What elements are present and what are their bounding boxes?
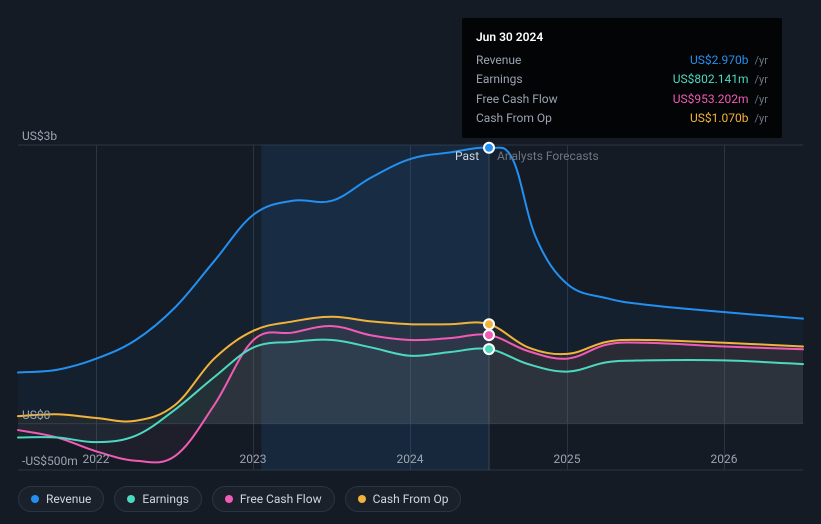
legend-dot-icon <box>358 495 366 503</box>
tooltip-row-value: US$953.202m <box>673 90 749 109</box>
x-axis-label-2025: 2025 <box>554 452 581 466</box>
tooltip-row-unit: /yr <box>755 91 768 109</box>
legend-dot-icon <box>225 495 233 503</box>
legend-item-cash-from-op[interactable]: Cash From Op <box>345 486 462 512</box>
tooltip-row-label: Revenue <box>476 51 521 70</box>
tooltip-row-label: Cash From Op <box>476 109 552 128</box>
tooltip-row-value: US$802.141m <box>673 70 749 89</box>
legend-label: Revenue <box>46 492 91 506</box>
x-axis-label-2023: 2023 <box>240 452 267 466</box>
y-axis-label-0: US$0 <box>22 408 50 422</box>
legend-item-revenue[interactable]: Revenue <box>18 486 104 512</box>
y-axis-label-n500: -US$500m <box>22 454 78 468</box>
financials-chart: US$3b US$0 -US$500m 2022 2023 2024 2025 … <box>0 0 821 524</box>
tooltip-row-value: US$1.070b <box>690 109 749 128</box>
tooltip-row-label: Free Cash Flow <box>476 90 558 109</box>
x-axis-label-2026: 2026 <box>711 452 738 466</box>
past-label: Past <box>455 149 479 163</box>
tooltip-row: Cash From Op US$1.070b/yr <box>476 109 768 128</box>
tooltip-row: Free Cash Flow US$953.202m/yr <box>476 90 768 109</box>
tooltip-row-unit: /yr <box>755 110 768 128</box>
y-axis-label-3b: US$3b <box>22 129 57 143</box>
legend-label: Earnings <box>142 492 189 506</box>
legend-item-free-cash-flow[interactable]: Free Cash Flow <box>212 486 335 512</box>
legend-dot-icon <box>31 495 39 503</box>
x-axis-label-2022: 2022 <box>83 452 110 466</box>
analysts-forecasts-label: Analysts Forecasts <box>497 149 599 163</box>
tooltip-row: Revenue US$2.970b/yr <box>476 51 768 70</box>
legend-label: Free Cash Flow <box>240 492 322 506</box>
tooltip-row-label: Earnings <box>476 70 523 89</box>
x-axis-label-2024: 2024 <box>397 452 424 466</box>
legend-dot-icon <box>127 495 135 503</box>
legend-item-earnings[interactable]: Earnings <box>114 486 202 512</box>
tooltip-date: Jun 30 2024 <box>476 28 768 47</box>
tooltip-row-unit: /yr <box>755 71 768 89</box>
tooltip-row-value: US$2.970b <box>690 51 749 70</box>
legend-label: Cash From Op <box>373 492 449 506</box>
chart-legend: Revenue Earnings Free Cash Flow Cash From O… <box>18 486 461 512</box>
tooltip-row: Earnings US$802.141m/yr <box>476 70 768 89</box>
chart-tooltip: Jun 30 2024 Revenue US$2.970b/yr Earnings U… <box>462 18 782 138</box>
tooltip-row-unit: /yr <box>755 52 768 70</box>
